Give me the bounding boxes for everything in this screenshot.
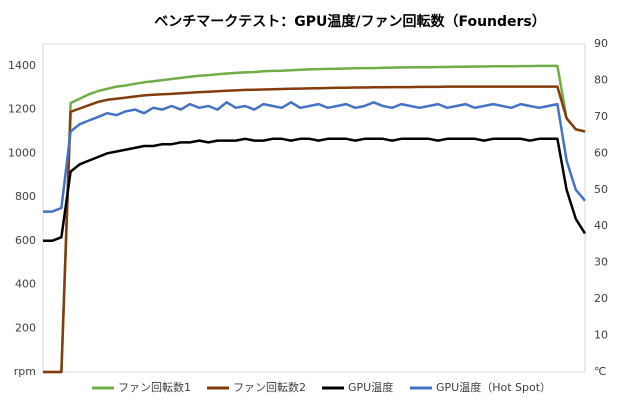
y2-tick-label: 30 xyxy=(594,256,608,269)
legend-label: ファン回転数2 xyxy=(233,381,306,394)
y2-tick-label: ℃ xyxy=(594,365,606,378)
series-line xyxy=(43,101,586,213)
y-tick-label: 1400 xyxy=(8,59,36,72)
y2-tick-label: 90 xyxy=(594,37,608,50)
legend-label: GPU温度 xyxy=(348,380,393,394)
y-tick-label: 200 xyxy=(15,321,36,334)
y2-tick-label: 70 xyxy=(594,110,608,123)
y-tick-label: 800 xyxy=(15,190,36,203)
y2-tick-label: 80 xyxy=(594,73,608,86)
series-line xyxy=(43,137,587,243)
y2-tick-label: 20 xyxy=(594,292,608,305)
y-tick-label: 600 xyxy=(15,234,36,247)
chart-title: ベンチマークテスト：GPU温度/ファン回転数（Founders） xyxy=(154,13,546,30)
y2-tick-label: 40 xyxy=(594,219,608,232)
y2-tick-label: 60 xyxy=(594,146,608,159)
series-line xyxy=(43,64,586,374)
legend-label: GPU温度（Hot Spot） xyxy=(436,380,551,394)
y-tick-label: 400 xyxy=(15,278,36,291)
y-tick-label: 1000 xyxy=(8,146,36,159)
y-tick-label: rpm xyxy=(14,365,36,378)
y2-tick-label: 10 xyxy=(594,329,608,342)
y2-tick-label: 50 xyxy=(594,183,608,196)
plot-area xyxy=(42,43,586,373)
legend-label: ファン回転数1 xyxy=(118,381,191,394)
y-tick-label: 1200 xyxy=(8,103,36,116)
series-line xyxy=(43,85,586,374)
